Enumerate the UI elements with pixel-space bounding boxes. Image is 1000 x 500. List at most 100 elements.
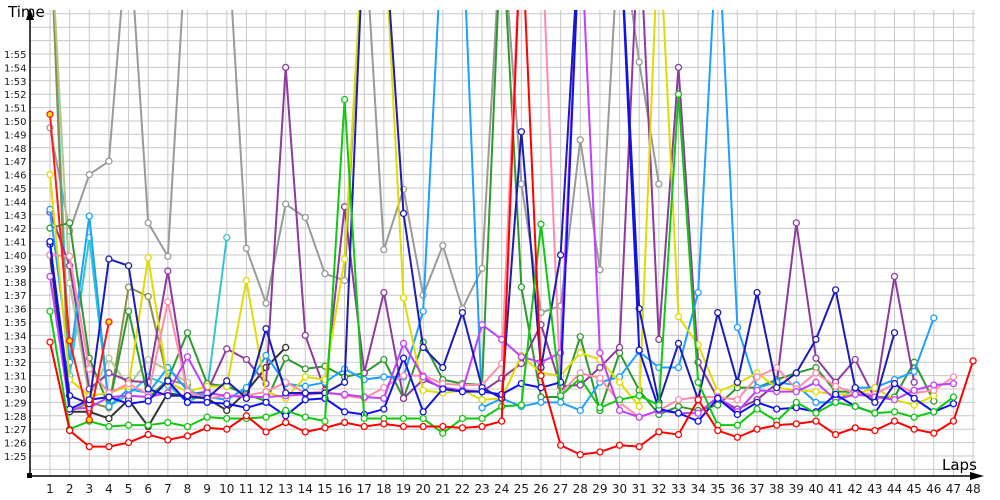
data-point-green [517, 401, 526, 409]
series-segment-green [579, 377, 601, 409]
data-point-blue [399, 354, 408, 362]
data-point-dark-green [714, 401, 722, 409]
data-point-gray [380, 245, 388, 254]
data-point-navy [714, 308, 722, 317]
x-tick-label: 17 [357, 482, 372, 496]
data-point-olive [144, 292, 152, 301]
series-segment-purple [402, 378, 425, 400]
data-point-violet [399, 339, 408, 348]
x-tick-label: 39 [789, 482, 804, 496]
data-point-navy [753, 288, 761, 297]
data-point-red [419, 422, 427, 431]
data-point-blue [458, 388, 467, 396]
x-tick-label: 4 [105, 482, 113, 496]
series-segment-navy [775, 371, 798, 389]
data-point-yellow [812, 388, 820, 396]
data-point-blue [753, 398, 761, 407]
x-tick-label: 27 [553, 482, 568, 496]
data-point-purple [282, 63, 290, 72]
data-point-pink [733, 396, 742, 404]
y-tick-label: 1:51 [4, 104, 26, 115]
data-point-purple [576, 381, 584, 389]
data-point-violet [340, 390, 349, 399]
y-tick-label: 1:48 [4, 144, 26, 155]
data-point-dark-green [282, 354, 290, 362]
data-point-blue [674, 409, 683, 417]
series-segment-red [225, 414, 248, 431]
x-tick-label: 48 [965, 482, 980, 496]
data-point-gray [262, 299, 270, 307]
x-tick-label: 6 [144, 482, 152, 496]
data-point-violet [615, 406, 624, 415]
x-tick-label: 7 [164, 482, 172, 496]
series-segment-navy [697, 311, 719, 401]
data-point-light-blue [301, 382, 309, 390]
data-point-gray [321, 270, 329, 278]
series-segment-blue [873, 382, 896, 415]
data-point-pink [773, 363, 781, 372]
data-point-pink [812, 369, 820, 377]
series-segment-navy [677, 342, 700, 401]
data-point-yellow [871, 384, 879, 392]
series-segment-light-blue [721, 10, 739, 329]
series-segment-green [49, 310, 71, 431]
series-segment-purple [677, 66, 700, 364]
data-point-red-2 [65, 337, 74, 345]
data-point-purple [812, 354, 820, 362]
data-point-gray [439, 241, 447, 250]
data-point-red [399, 422, 408, 431]
series-segment-blue [814, 393, 837, 413]
x-tick-label: 13 [278, 482, 293, 496]
series-segment-violet [382, 342, 405, 400]
series-segment-dark-green [618, 351, 641, 392]
data-point-navy [556, 251, 565, 259]
x-tick-label: 37 [749, 482, 764, 496]
y-tick-label: 1:35 [4, 318, 26, 329]
series-group [46, 10, 977, 459]
data-point-light-blue [674, 363, 683, 372]
data-point-black [282, 343, 290, 352]
data-point-light-blue [85, 212, 93, 220]
data-point-black [223, 406, 231, 415]
x-tick-label: 29 [592, 482, 607, 496]
series-segment-green [441, 417, 464, 435]
data-point-violet [851, 390, 859, 399]
series-segment-gray [461, 267, 484, 310]
series-segment-gray [245, 247, 268, 305]
data-point-gray [282, 200, 290, 208]
data-point-yellow [144, 254, 152, 262]
series-segment-green [736, 408, 759, 427]
series-red [46, 10, 977, 459]
data-point-red [674, 430, 683, 439]
series-segment-pink [543, 10, 562, 395]
data-point-red [812, 417, 820, 425]
data-point-navy [890, 329, 899, 337]
series-segment-purple [657, 66, 680, 341]
series-segment-gray [166, 10, 184, 258]
x-tick-label: 45 [907, 482, 922, 496]
series-segment-pink [166, 300, 189, 393]
series-segment-navy [716, 311, 739, 384]
series-segment-blue [382, 357, 405, 411]
series-segment-blue [500, 382, 523, 396]
data-point-pink [65, 252, 74, 260]
data-point-green [183, 422, 192, 431]
data-point-red [792, 420, 800, 428]
data-point-navy [262, 325, 270, 333]
y-tick-label: 1:44 [4, 197, 26, 208]
data-point-green [890, 408, 899, 416]
data-point-purple [380, 288, 388, 297]
data-point-violet [124, 392, 133, 400]
data-point-green [419, 414, 427, 423]
data-point-green [537, 220, 545, 228]
data-point-green [615, 396, 624, 404]
data-point-green [105, 422, 113, 431]
data-point-green [340, 95, 349, 104]
y-tick-label: 1:54 [4, 63, 26, 74]
data-point-gray [596, 266, 604, 274]
data-point-green [46, 307, 54, 315]
data-point-blue [949, 400, 958, 408]
series-segment-blue [265, 401, 287, 417]
series-segment-violet [583, 10, 601, 354]
